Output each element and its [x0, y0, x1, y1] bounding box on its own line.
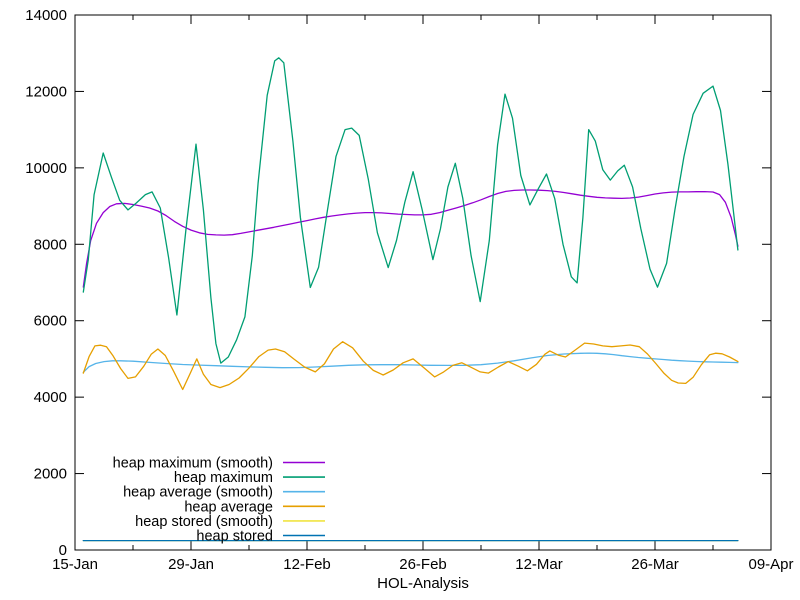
legend-label-heap-average: heap average — [184, 499, 273, 515]
x-tick-label: 26-Mar — [631, 556, 679, 573]
series-layer — [82, 57, 739, 542]
x-tick-label: 29-Jan — [168, 556, 214, 573]
series-heap-average — [82, 341, 739, 391]
legend-label-heap-stored-smooth: heap stored (smooth) — [135, 514, 273, 530]
x-tick-label: 12-Mar — [515, 556, 563, 573]
x-tick-label: 15-Jan — [52, 556, 98, 573]
series-heap-maximum — [82, 57, 739, 364]
y-tick-label: 0 — [59, 542, 67, 559]
y-tick-label: 8000 — [34, 236, 67, 253]
legend-label-heap-average-smooth: heap average (smooth) — [123, 485, 273, 501]
x-tick-label: 12-Feb — [283, 556, 331, 573]
x-tick-label: 09-Apr — [748, 556, 793, 573]
y-tick-label: 10000 — [25, 160, 67, 177]
axes-layer: 0 2000 4000 6000 8000 10000 12000 14000 15-Jan 29… — [25, 7, 793, 573]
y-tick-label: 2000 — [34, 466, 67, 483]
series-heap-maximum-smooth — [82, 189, 739, 288]
x-axis-title: HOL-Analysis — [377, 575, 469, 592]
y-tick-label: 14000 — [25, 7, 67, 24]
legend-label-heap-maximum-smooth: heap maximum (smooth) — [113, 456, 273, 472]
legend-label-heap-stored: heap stored — [196, 529, 273, 545]
series-heap-average-smooth — [82, 352, 739, 373]
x-tick-label: 26-Feb — [399, 556, 447, 573]
y-tick-label: 4000 — [34, 389, 67, 406]
y-tick-label: 6000 — [34, 313, 67, 330]
y-tick-label: 12000 — [25, 83, 67, 100]
legend-label-heap-maximum: heap maximum — [174, 470, 273, 486]
